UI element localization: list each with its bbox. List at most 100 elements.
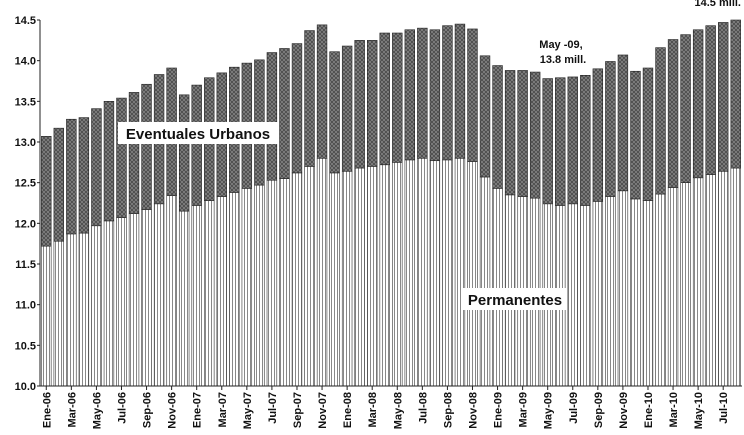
- x-tick-label: Sep-06: [142, 392, 154, 428]
- bar-permanentes: [141, 209, 152, 387]
- bar-permanentes: [567, 203, 578, 387]
- bar-eventuales: [103, 101, 115, 222]
- bar-permanentes: [479, 176, 491, 387]
- bar-permanentes: [53, 240, 64, 387]
- bar-eventuales: [542, 78, 553, 205]
- bar-eventuales: [617, 54, 629, 192]
- bar-permanentes: [291, 172, 303, 387]
- x-tick-label: Nov-07: [317, 392, 329, 429]
- bar-permanentes: [91, 225, 102, 387]
- x-tick-labels: Ene-06 Mar-06 May-06 Jul-06 Sep-06 Nov-06 Ene-…: [41, 386, 730, 429]
- bar-eventuales: [41, 136, 52, 247]
- permanentes-label-bg: [463, 288, 567, 310]
- bar-permanentes: [417, 157, 428, 387]
- x-tick-label: Mar-07: [217, 392, 229, 427]
- bar-eventuales: [730, 19, 741, 169]
- bar-eventuales: [529, 71, 541, 199]
- eventuales-label: Eventuales Urbanos: [126, 126, 270, 143]
- bar-eventuales: [91, 108, 102, 227]
- bar-eventuales: [567, 76, 578, 205]
- bar-eventuales: [467, 28, 478, 162]
- bar-permanentes: [216, 196, 227, 387]
- bar-eventuales: [655, 47, 666, 195]
- bar-permanentes: [204, 200, 215, 387]
- x-tick-label: Sep-08: [442, 392, 454, 428]
- bar-permanentes: [667, 187, 679, 387]
- bar-permanentes: [166, 195, 177, 387]
- bar-eventuales: [191, 84, 202, 206]
- bar-permanentes: [442, 159, 453, 387]
- x-tick-label: Jul-09: [568, 392, 580, 424]
- bar-eventuales: [680, 34, 691, 183]
- bar-permanentes: [254, 184, 265, 387]
- bar-permanentes: [279, 178, 290, 387]
- bar-permanentes: [392, 162, 403, 387]
- y-tick-label: 13.0: [15, 137, 36, 149]
- x-axis: Ene-06 Mar-06 May-06 Jul-06 Sep-06 Nov-06 Ene-…: [40, 385, 742, 429]
- bar-permanentes: [655, 193, 666, 387]
- bar-eventuales: [379, 32, 390, 166]
- bars: [41, 19, 741, 387]
- bar-eventuales: [53, 127, 64, 242]
- bar-permanentes: [66, 233, 77, 387]
- y-tick-label: 10.0: [15, 381, 36, 393]
- bar-permanentes: [241, 188, 253, 387]
- bar-permanentes: [580, 205, 591, 387]
- y-tick-label: 12.5: [15, 178, 36, 190]
- y-tick-label: 11.0: [15, 300, 36, 312]
- x-tick-label: Jul-08: [417, 392, 429, 424]
- x-tick-label: Ene-10: [643, 392, 655, 428]
- bar-eventuales: [442, 25, 453, 161]
- permanentes-label: Permanentes: [468, 292, 562, 309]
- bar-eventuales: [555, 77, 566, 206]
- bar-permanentes: [304, 166, 315, 387]
- bar-permanentes: [429, 160, 441, 387]
- bar-eventuales: [504, 70, 516, 196]
- bar-eventuales: [78, 117, 90, 234]
- bar-eventuales: [266, 52, 278, 181]
- x-tick-label: May-10: [693, 392, 705, 429]
- bar-eventuales: [667, 39, 679, 188]
- bar-permanentes: [103, 220, 115, 387]
- bar-eventuales: [316, 24, 328, 159]
- bar-eventuales: [642, 67, 654, 201]
- bar-permanentes: [492, 188, 503, 387]
- x-tick-label: Mar-08: [367, 392, 379, 427]
- bar-permanentes: [379, 164, 390, 387]
- x-tick-label: Jul-06: [116, 392, 128, 424]
- x-tick-label: May-07: [242, 392, 254, 429]
- bar-eventuales: [692, 29, 704, 179]
- x-tick-label: May-06: [91, 392, 103, 429]
- bar-permanentes: [630, 198, 641, 387]
- bar-eventuales: [718, 22, 729, 172]
- bar-permanentes: [454, 157, 466, 387]
- bar-permanentes: [229, 192, 240, 387]
- bar-eventuales: [304, 30, 315, 167]
- bar-eventuales: [492, 65, 503, 189]
- bar-eventuales: [705, 25, 716, 175]
- bar-eventuales: [354, 40, 365, 169]
- y-tick-label: 13.5: [15, 96, 36, 108]
- bar-permanentes: [605, 196, 616, 387]
- x-tick-label: Mar-06: [66, 392, 78, 427]
- bar-eventuales: [630, 70, 641, 200]
- bar-permanentes: [341, 170, 353, 387]
- bar-permanentes: [153, 203, 165, 387]
- bar-eventuales: [141, 83, 152, 210]
- bar-permanentes: [128, 213, 140, 387]
- x-tick-label: May-09: [543, 392, 555, 429]
- y-tick-label: 10.5: [15, 340, 36, 352]
- bar-permanentes: [116, 217, 127, 387]
- y-tick-label: 11.5: [15, 259, 36, 271]
- x-tick-label: Nov-08: [467, 392, 479, 429]
- bar-eventuales: [404, 29, 415, 161]
- bar-eventuales: [417, 27, 428, 159]
- y-tick-label: 14.5: [15, 15, 36, 27]
- bar-eventuales: [517, 70, 528, 197]
- may09-label-line2: 13.8 mill.: [540, 54, 586, 66]
- bar-permanentes: [730, 167, 741, 387]
- bar-permanentes: [78, 232, 90, 387]
- bar-eventuales: [479, 55, 491, 178]
- x-tick-label: Ene-08: [342, 392, 354, 428]
